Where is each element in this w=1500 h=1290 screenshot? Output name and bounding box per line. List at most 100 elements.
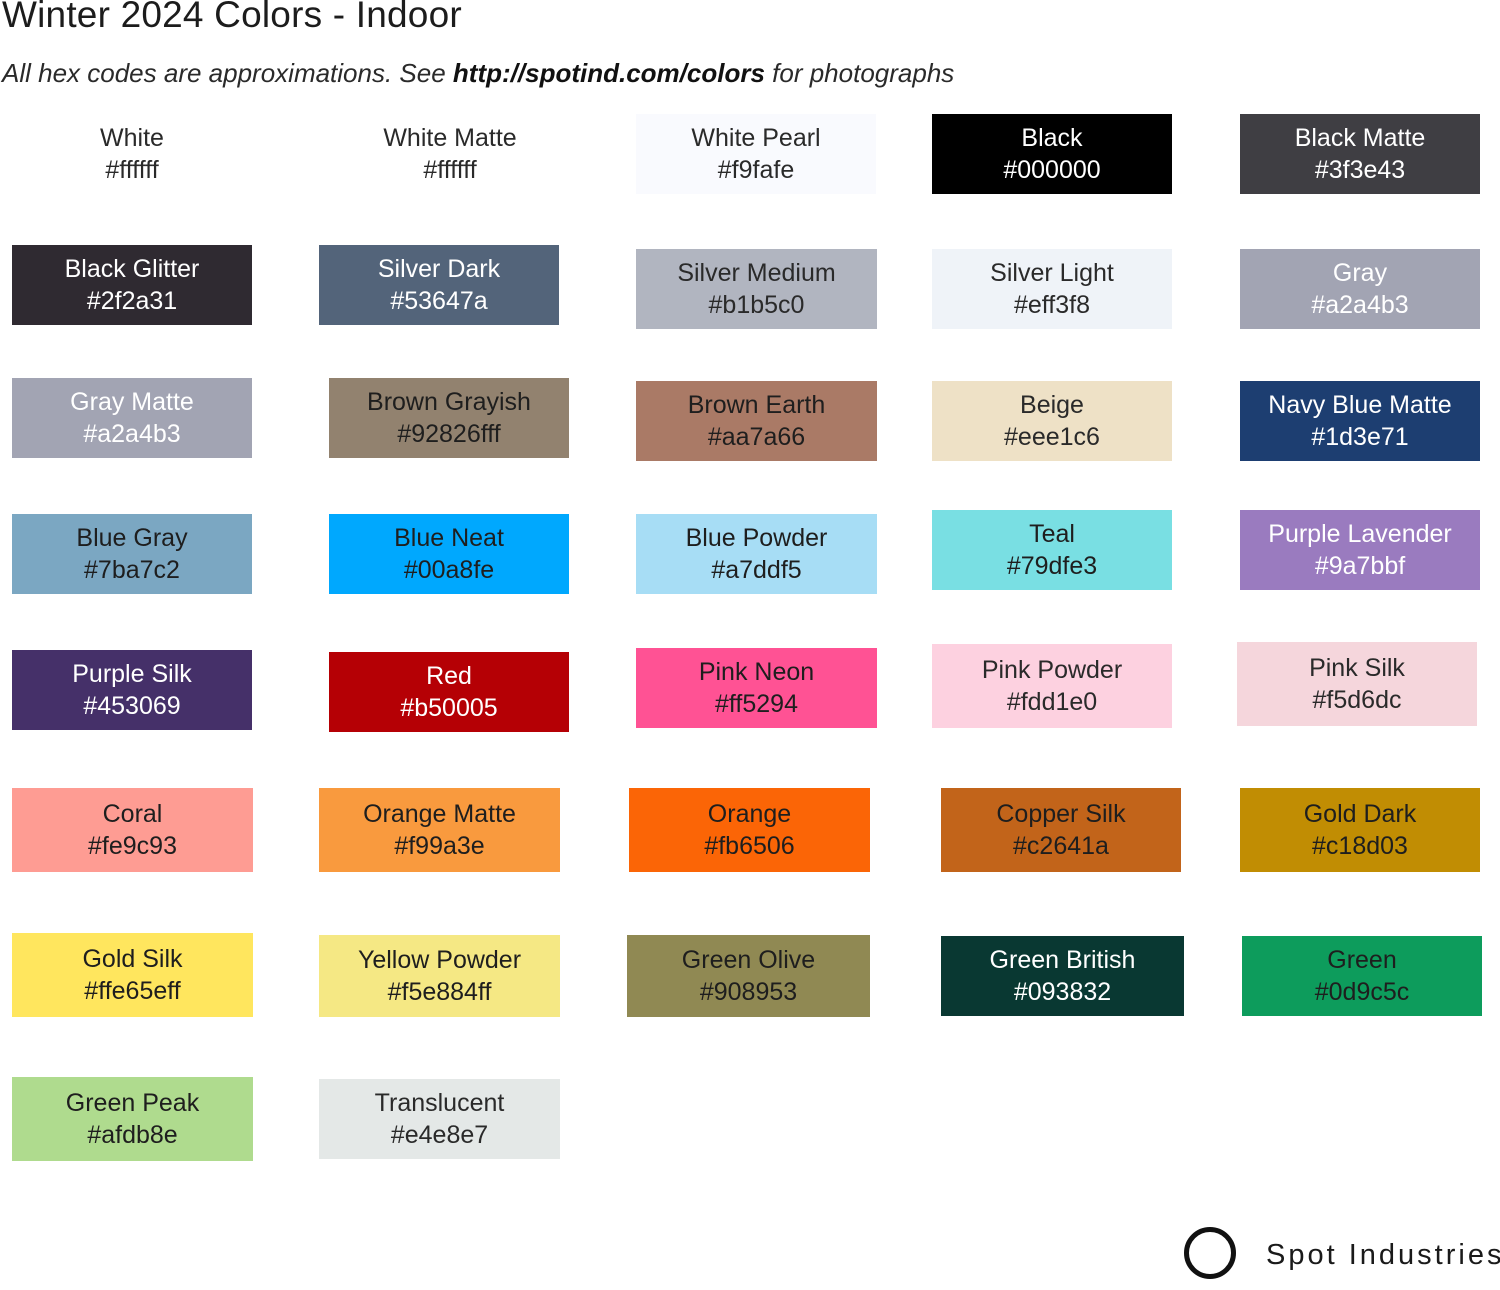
swatch-name: Silver Light [990,258,1114,287]
color-swatch: Teal #79dfe3 [932,510,1172,590]
swatch-name: Coral [102,799,163,828]
color-swatch: Translucent #e4e8e7 [319,1079,560,1159]
swatch-name: Red [426,661,472,690]
ring-logo-icon [1184,1227,1236,1279]
page-title: Winter 2024 Colors - Indoor [2,0,462,35]
color-swatch: Gray Matte #a2a4b3 [12,378,252,458]
swatch-name: Gold Silk [82,944,183,973]
color-swatch: Gold Silk #ffe65eff [12,933,253,1017]
swatch-name: Pink Silk [1309,653,1405,682]
swatch-name: Beige [1020,390,1084,419]
swatch-name: Green Peak [65,1088,200,1117]
color-swatch: Green Peak #afdb8e [12,1077,253,1161]
color-swatch: White Matte #ffffff [330,114,570,194]
swatch-name: Copper Silk [996,799,1126,828]
swatch-hex: #f99a3e [394,831,485,860]
swatch-hex: #53647a [390,286,488,315]
color-swatch: Blue Powder #a7ddf5 [636,514,877,594]
swatch-hex: #79dfe3 [1006,551,1098,580]
page-subtitle: All hex codes are approximations. See ht… [2,58,954,89]
color-swatch: Pink Powder #fdd1e0 [932,644,1172,728]
colors-link[interactable]: http://spotind.com/colors [452,58,765,88]
swatch-name: Gray [1332,258,1388,287]
swatch-hex: #093832 [1013,977,1112,1006]
swatch-hex: #ff5294 [715,689,798,718]
swatch-hex: #fdd1e0 [1006,687,1098,716]
color-swatch: Blue Neat #00a8fe [329,514,569,594]
swatch-name: Translucent [374,1088,505,1117]
swatch-name: Silver Medium [677,258,836,287]
swatch-hex: #2f2a31 [86,286,178,315]
color-swatch: Silver Dark #53647a [319,245,559,325]
swatch-name: Silver Dark [377,254,501,283]
swatch-name: Black Matte [1294,123,1426,152]
swatch-name: Orange [707,799,792,828]
color-swatch: Yellow Powder #f5e884ff [319,935,560,1017]
swatch-hex: #c18d03 [1312,831,1408,860]
swatch-name: Blue Powder [685,523,828,552]
swatch-name: Pink Powder [981,655,1123,684]
swatch-name: Brown Grayish [367,387,531,416]
swatch-hex: #e4e8e7 [390,1120,489,1149]
color-swatch: Black Glitter #2f2a31 [12,245,252,325]
swatch-hex: #f5d6dc [1312,685,1402,714]
brand-footer: Spot Industries [1184,1227,1500,1289]
swatch-hex: #000000 [1003,155,1101,184]
subtitle-prefix: All hex codes are approximations. See [2,58,453,88]
color-swatch: Green British #093832 [941,936,1184,1016]
swatch-name: Brown Earth [687,390,826,419]
swatch-hex: #f9fafe [717,155,795,184]
swatch-hex: #3f3e43 [1314,155,1406,184]
swatch-hex: #aa7a66 [707,422,806,451]
color-swatch: Pink Silk #f5d6dc [1237,642,1477,726]
swatch-hex: #b1b5c0 [708,290,805,319]
swatch-hex: #ffffff [423,155,477,184]
swatch-hex: #00a8fe [403,555,495,584]
swatch-hex: #a2a4b3 [83,419,181,448]
color-swatch: Gold Dark #c18d03 [1240,788,1480,872]
color-swatch: Orange #fb6506 [629,788,870,872]
swatch-name: Green [1327,945,1397,974]
color-swatch: Red #b50005 [329,652,569,732]
swatch-hex: #ffffff [105,155,159,184]
color-swatch: Pink Neon #ff5294 [636,648,877,728]
swatch-name: Orange Matte [363,799,516,828]
color-swatch: White #ffffff [12,114,252,194]
swatch-name: White Matte [383,123,517,152]
swatch-hex: #eee1c6 [1004,422,1100,451]
color-swatch: Purple Silk #453069 [12,650,252,730]
color-swatch: Black Matte #3f3e43 [1240,114,1480,194]
swatch-hex: #908953 [699,977,798,1006]
color-swatch: Brown Grayish #92826fff [329,378,569,458]
color-swatch: White Pearl #f9fafe [636,114,876,194]
swatch-hex: #453069 [83,691,181,720]
color-swatch: Purple Lavender #9a7bbf [1240,510,1480,590]
swatch-hex: #fe9c93 [88,831,177,860]
subtitle-suffix: for photographs [764,58,955,88]
swatch-name: Blue Neat [394,523,504,552]
color-swatch: Orange Matte #f99a3e [319,788,560,872]
color-swatch: Copper Silk #c2641a [941,788,1181,872]
color-swatch: Green #0d9c5c [1242,936,1482,1016]
swatch-name: Gold Dark [1303,799,1417,828]
color-swatch: Beige #eee1c6 [932,381,1172,461]
swatch-name: Gray Matte [70,387,194,416]
swatch-hex: #b50005 [400,693,498,722]
color-swatch: Navy Blue Matte #1d3e71 [1240,381,1480,461]
color-swatch: Gray #a2a4b3 [1240,249,1480,329]
color-swatch: Black #000000 [932,114,1172,194]
swatch-hex: #eff3f8 [1013,290,1090,319]
swatch-name: Blue Gray [76,523,188,552]
swatch-hex: #f5e884ff [387,977,492,1006]
swatch-name: White [100,123,164,152]
swatch-name: Purple Lavender [1268,519,1452,548]
swatch-hex: #ffe65eff [84,976,181,1005]
swatch-hex: #0d9c5c [1314,977,1410,1006]
swatch-name: Teal [1029,519,1075,548]
swatch-hex: #c2641a [1013,831,1109,860]
swatch-name: Green British [989,945,1136,974]
color-swatch: Silver Light #eff3f8 [932,249,1172,329]
swatch-name: Black [1021,123,1083,152]
swatch-name: Pink Neon [698,657,815,686]
color-swatch: Brown Earth #aa7a66 [636,381,877,461]
